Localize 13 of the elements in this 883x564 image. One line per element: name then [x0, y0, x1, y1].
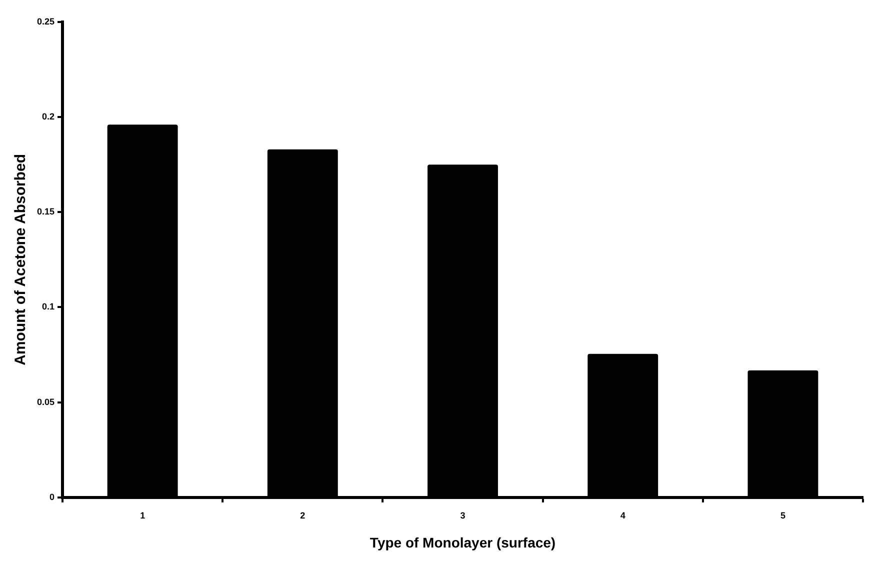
y-tick-label: 0.1	[42, 302, 55, 312]
y-tick-label: 0.25	[36, 16, 55, 26]
y-tick-label: 0	[50, 492, 55, 502]
x-tick-label: 3	[460, 510, 466, 520]
y-tick-label: 0.2	[42, 112, 55, 122]
y-tick-label: 0.15	[36, 206, 55, 217]
y-tick-label: 0.05	[36, 396, 55, 407]
x-tick-label: 5	[780, 510, 786, 520]
x-axis-title: Type of Monolayer (surface)	[370, 534, 556, 550]
x-tick-label: 2	[300, 510, 306, 520]
y-axis-title: Amount of Acetone Absorbed	[12, 154, 30, 366]
x-tick-label: 1	[140, 510, 146, 520]
x-tick-label: 4	[620, 510, 626, 520]
